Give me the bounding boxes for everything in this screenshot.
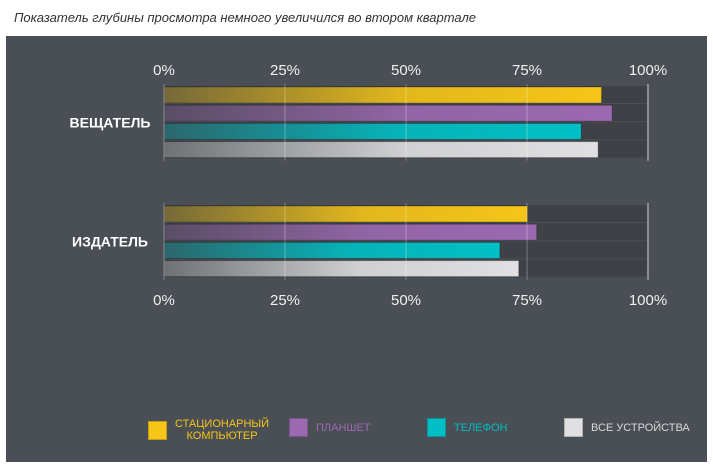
legend-label: ВСЕ УСТРОЙСТВА [591, 421, 690, 434]
bar-1-1 [163, 223, 538, 241]
category-label: ИЗДАТЕЛЬ [72, 233, 148, 249]
legend-swatch [564, 418, 583, 437]
bar-3-0 [163, 141, 599, 159]
legend-item: ПЛАНШЕТ [289, 418, 371, 437]
tick-label: 100% [629, 292, 667, 309]
legend-item: ТЕЛЕФОН [427, 418, 507, 437]
bar-3-1 [163, 260, 520, 278]
tick-label: 0% [153, 292, 175, 309]
category-label: ВЕЩАТЕЛЬ [70, 114, 151, 130]
legend-swatch [427, 418, 446, 437]
tick-label: 100% [629, 62, 667, 79]
bar-0-0 [163, 86, 603, 104]
tick-label: 25% [270, 292, 300, 309]
legend-label: ТЕЛЕФОН [454, 421, 508, 434]
tick-label: 75% [512, 292, 542, 309]
legend-label: ПЛАНШЕТ [316, 421, 371, 434]
tick-label: 50% [391, 292, 421, 309]
tick-label: 0% [153, 62, 175, 79]
legend-label: СТАЦИОНАРНЫЙ КОМПЬЮТЕР [175, 418, 270, 442]
chart-title: Показатель глубины просмотра немного уве… [14, 10, 477, 25]
bar-1-0 [163, 104, 613, 122]
legend-swatch [148, 420, 167, 440]
bar-2-1 [163, 241, 501, 259]
legend-item: СТАЦИОНАРНЫЙ КОМПЬЮТЕР [148, 418, 269, 442]
legend-item: ВСЕ УСТРОЙСТВА [564, 418, 690, 437]
tick-label: 50% [391, 62, 421, 79]
bar-2-0 [163, 122, 582, 140]
legend-swatch [289, 418, 308, 437]
tick-label: 25% [270, 62, 300, 79]
bar-0-1 [163, 205, 528, 223]
tick-label: 75% [512, 62, 542, 79]
